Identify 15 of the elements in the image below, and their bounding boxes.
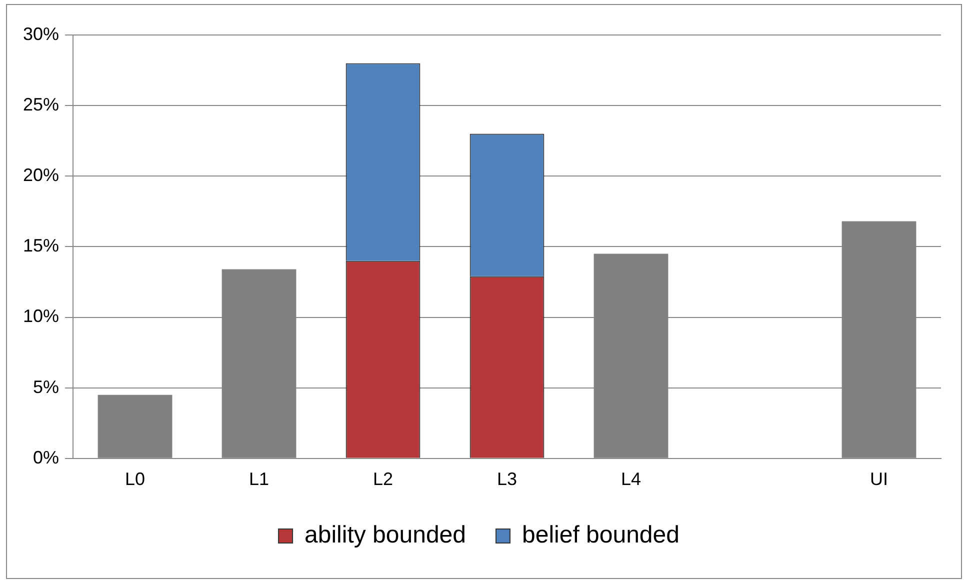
legend-label: ability bounded [304, 522, 466, 549]
x-tick-label: UI [870, 469, 888, 490]
y-tick-label: 15% [22, 236, 60, 256]
y-tick-label: 25% [22, 94, 60, 115]
y-tick-label: 30% [22, 24, 60, 44]
x-tick-label: L0 [125, 469, 146, 490]
x-tick-label: L4 [620, 469, 642, 490]
legend-label: belief bounded [522, 522, 680, 549]
x-tick-label: L2 [373, 469, 394, 490]
y-tick-label: 5% [33, 376, 60, 397]
y-tick-label: 20% [22, 165, 60, 186]
x-tick-label: L3 [497, 469, 518, 490]
y-tick-label: 10% [22, 306, 60, 326]
x-tick-label: L1 [249, 469, 270, 490]
y-tick-label: 0% [33, 447, 60, 468]
